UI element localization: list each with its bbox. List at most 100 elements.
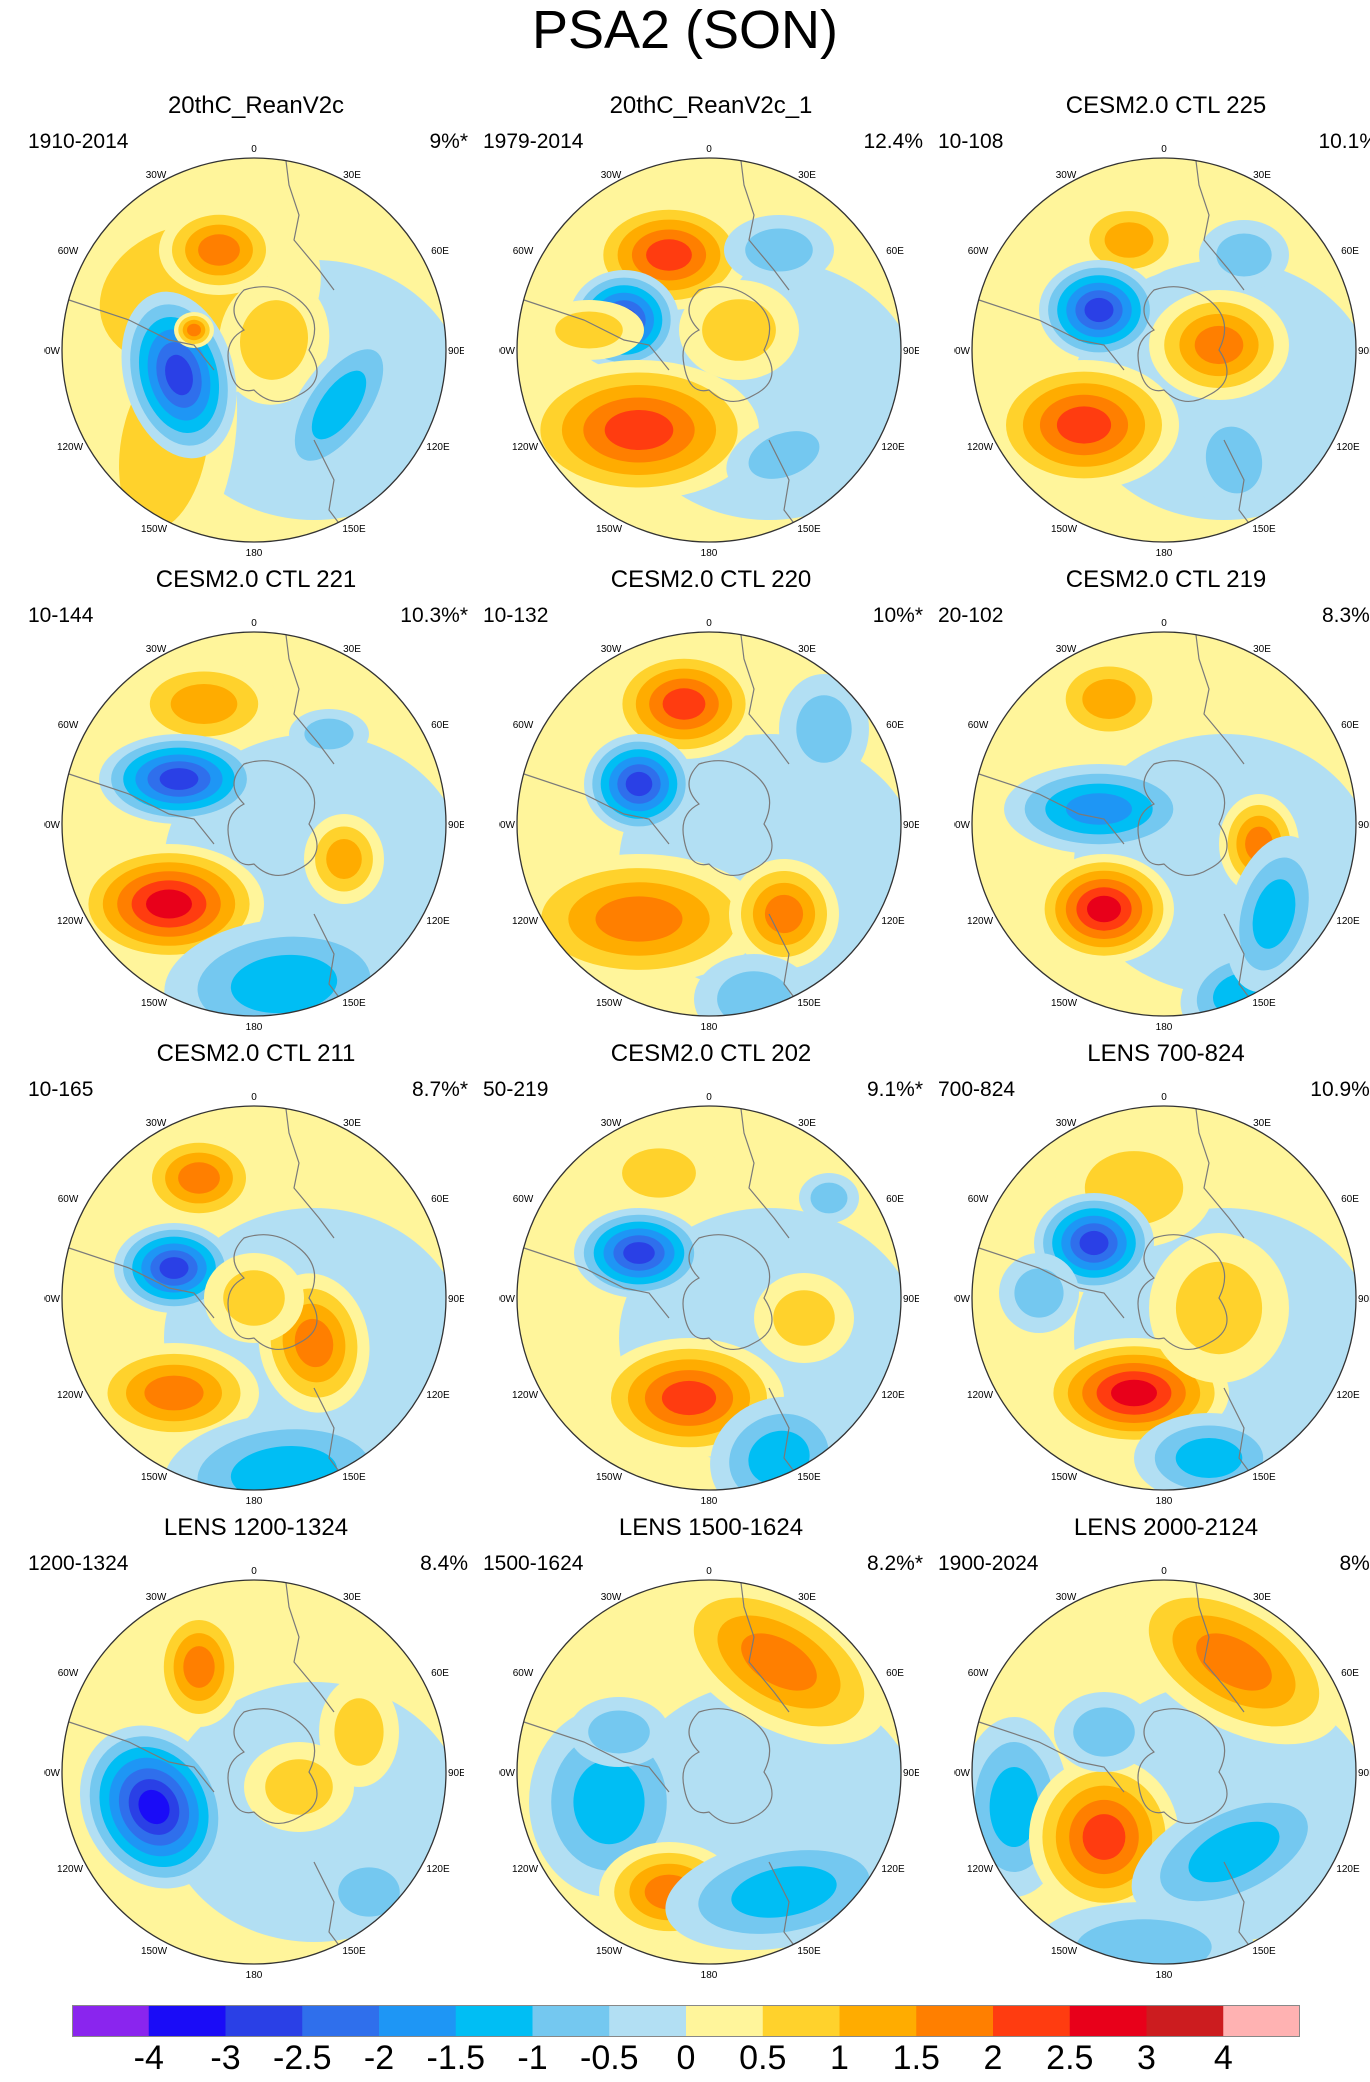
colorbar-swatch: [993, 2005, 1071, 2037]
africa-outline: [738, 1580, 790, 1713]
antarctica-outline: [1137, 1708, 1228, 1824]
lon-label-60w: 60W: [513, 720, 534, 731]
lon-label-60e: 60E: [886, 1194, 904, 1205]
panel-period: 10-132: [483, 604, 549, 627]
map-boundary: [516, 1105, 902, 1491]
panel-variance: 9.1%*: [866, 1078, 923, 1101]
lon-label-150w: 150W: [596, 1472, 623, 1483]
lon-label-90w: 90W: [499, 1294, 516, 1305]
lon-label-180: 180: [246, 1022, 263, 1033]
contour-level: [623, 1242, 655, 1264]
anomaly-field: [972, 1580, 1356, 1964]
polar-map: 0 30W 30E 60W 60E 90W 90E 120W 120E 150W 150E 180: [44, 1092, 464, 1507]
lon-label-120w: 120W: [512, 916, 539, 927]
south-america-outline: [68, 773, 215, 845]
panel-title: CESM2.0 CTL 219: [1065, 566, 1267, 593]
lon-label-30e: 30E: [798, 170, 816, 181]
colorbar-swatch: [532, 2005, 610, 2037]
panel-variance: 8.2%*: [866, 1552, 923, 1575]
lon-label-0: 0: [706, 1092, 712, 1103]
lon-label-30e: 30E: [343, 644, 361, 655]
contour-level: [625, 771, 653, 797]
polar-map: 0 30W 30E 60W 60E 90W 90E 120W 120E 150W 150E 180: [499, 618, 919, 1033]
lon-label-30e: 30E: [343, 170, 361, 181]
lon-label-120w: 120W: [967, 1390, 994, 1401]
contour-level: [745, 228, 813, 272]
lon-label-180: 180: [1156, 548, 1173, 559]
lon-label-180: 180: [246, 1496, 263, 1507]
colorbar-swatch: [762, 2005, 840, 2037]
antarctica-outline: [227, 286, 318, 402]
africa-outline: [1193, 1580, 1245, 1713]
contour-level: [1111, 1379, 1157, 1407]
colorbar-swatch: [302, 2005, 380, 2037]
anomaly-field: [517, 632, 901, 1016]
lon-label-60w: 60W: [968, 246, 989, 257]
lon-label-150w: 150W: [1051, 1946, 1078, 1957]
panel-period: 50-219: [483, 1078, 549, 1101]
colorbar-tick-label: -1: [517, 2039, 548, 2077]
lon-label-60e: 60E: [431, 1194, 449, 1205]
contour-level: [661, 1380, 717, 1416]
panel-title: LENS 1200-1324: [163, 1514, 349, 1541]
africa-outline: [283, 632, 335, 765]
panel-variance: 12.4%: [863, 130, 923, 153]
lon-label-150e: 150E: [1252, 524, 1276, 535]
lon-label-60e: 60E: [1341, 1194, 1359, 1205]
contour-level: [138, 1789, 170, 1825]
contour-level: [604, 410, 674, 450]
contour-level: [326, 839, 362, 879]
lon-label-60w: 60W: [58, 1194, 79, 1205]
panel-variance: 10.3%*: [400, 604, 468, 627]
lon-label-30e: 30E: [343, 1592, 361, 1603]
polar-map: 0 30W 30E 60W 60E 90W 90E 120W 120E 150W 150E 180: [954, 144, 1370, 559]
lon-label-150e: 150E: [797, 1946, 821, 1957]
map-boundary: [516, 157, 902, 543]
contour-level: [646, 239, 692, 271]
anomaly-field: [517, 1580, 901, 1964]
africa-outline: [283, 158, 335, 291]
lon-label-0: 0: [1161, 618, 1167, 629]
contour-level: [1175, 1438, 1243, 1478]
contour-level: [1066, 793, 1132, 825]
lon-label-60w: 60W: [513, 246, 534, 257]
lon-label-60e: 60E: [431, 1668, 449, 1679]
lon-label-60e: 60E: [431, 720, 449, 731]
lon-label-120e: 120E: [881, 916, 905, 927]
lon-label-120e: 120E: [881, 1390, 905, 1401]
lon-label-30w: 30W: [601, 1592, 622, 1603]
colorbar-tick-label: 4: [1213, 2039, 1233, 2077]
antarctica-outline: [682, 1708, 773, 1824]
map-boundary: [971, 1105, 1357, 1491]
lon-label-0: 0: [706, 1566, 712, 1577]
panel-variance: 10.9%*: [1310, 1078, 1370, 1101]
lon-label-90e: 90E: [903, 820, 919, 831]
map-panel: CESM2.0 CTL 225 10-108 10.1% 0 30W 30E 60W 60E 9…: [938, 92, 1370, 562]
south-america-outline: [523, 1247, 670, 1319]
lon-label-30w: 30W: [146, 644, 167, 655]
lon-label-120w: 120W: [512, 442, 539, 453]
map-boundary: [971, 631, 1357, 1017]
lon-label-90w: 90W: [954, 820, 971, 831]
map-panel: CESM2.0 CTL 221 10-144 10.3%* 0 30W 30E 60W 60E…: [28, 566, 484, 1036]
lon-label-60e: 60E: [886, 720, 904, 731]
south-america-outline: [523, 773, 670, 845]
antarctica-outline: [1137, 760, 1228, 876]
map-panel: CESM2.0 CTL 202 50-219 9.1%* 0 30W 30E 60W 60E 9…: [483, 1040, 939, 1510]
lon-label-180: 180: [701, 1970, 718, 1981]
contour-level: [662, 688, 706, 720]
contour-level: [239, 300, 309, 380]
anomaly-field: [62, 1106, 446, 1490]
lon-label-30e: 30E: [1253, 644, 1271, 655]
lon-label-150e: 150E: [797, 524, 821, 535]
contour-level: [165, 354, 193, 396]
contour-level: [1196, 1633, 1272, 1691]
lon-label-30e: 30E: [1253, 1118, 1271, 1129]
colorbar-tick-label: 2: [983, 2039, 1003, 2077]
panel-title: CESM2.0 CTL 221: [155, 566, 357, 593]
lon-label-30w: 30W: [146, 170, 167, 181]
colorbar-swatch: [839, 2005, 917, 2037]
panel-period: 10-165: [28, 1078, 94, 1101]
panel-variance: 8.7%*: [411, 1078, 468, 1101]
